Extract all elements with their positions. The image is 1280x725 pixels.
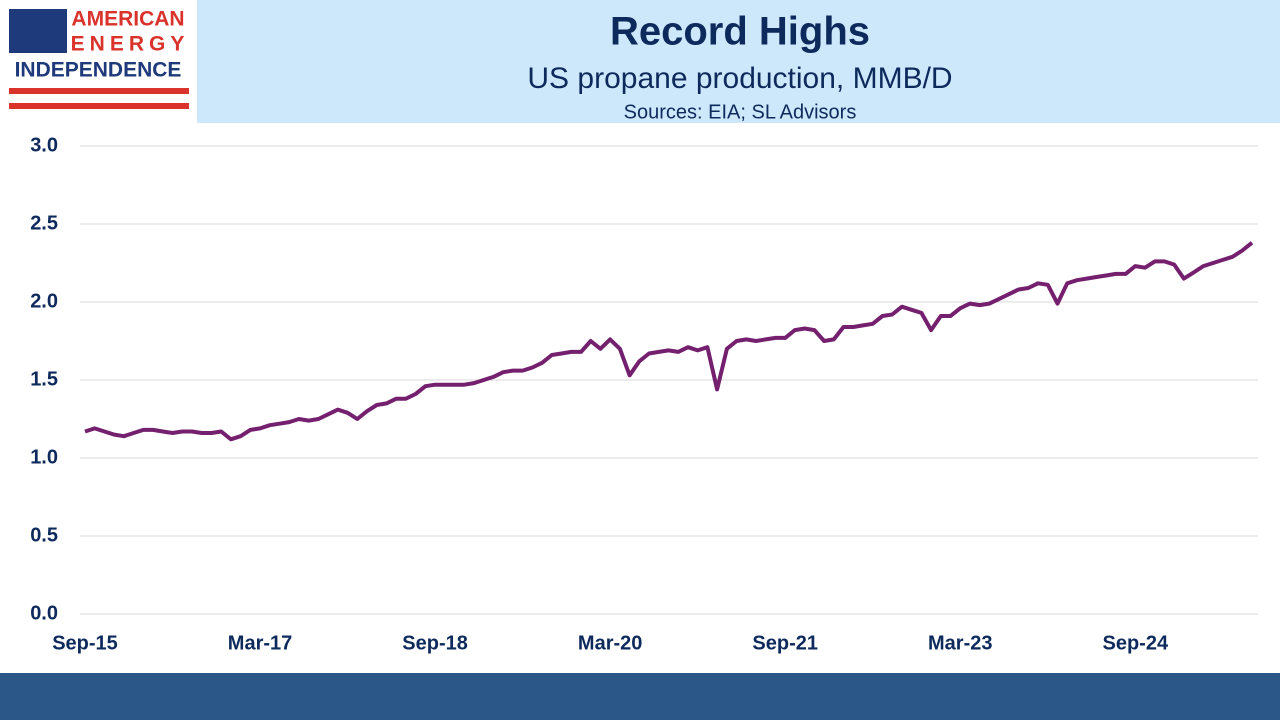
y-tick-label: 0.5	[30, 524, 58, 546]
chart-subtitle: US propane production, MMB/D	[527, 62, 952, 95]
x-tick-label: Mar-17	[228, 632, 292, 654]
flag-canton	[9, 9, 67, 53]
y-tick-label: 2.5	[30, 212, 58, 234]
y-tick-label: 1.5	[30, 368, 58, 390]
x-tick-label: Mar-23	[928, 632, 992, 654]
x-tick-label: Sep-24	[1103, 632, 1169, 654]
footer-band	[0, 673, 1280, 720]
y-tick-label: 2.0	[30, 290, 58, 312]
x-tick-label: Mar-20	[578, 632, 642, 654]
flag-stripe	[9, 88, 189, 94]
y-tick-label: 1.0	[30, 446, 58, 468]
x-tick-label: Sep-15	[52, 632, 118, 654]
y-tick-label: 3.0	[30, 134, 58, 156]
flag-stripe	[9, 103, 189, 109]
x-tick-label: Sep-18	[402, 632, 468, 654]
logo-text: ENERGY	[71, 33, 190, 56]
logo-text: AMERICAN	[71, 8, 184, 31]
line-series	[84, 241, 1254, 442]
chart-title: Record Highs	[610, 10, 870, 54]
source-note: Sources: EIA; SL Advisors	[624, 101, 857, 123]
x-tick-label: Sep-21	[752, 632, 818, 654]
header-band	[0, 0, 1280, 123]
logo-text: INDEPENDENCE	[15, 59, 182, 82]
y-tick-label: 0.0	[30, 602, 58, 624]
